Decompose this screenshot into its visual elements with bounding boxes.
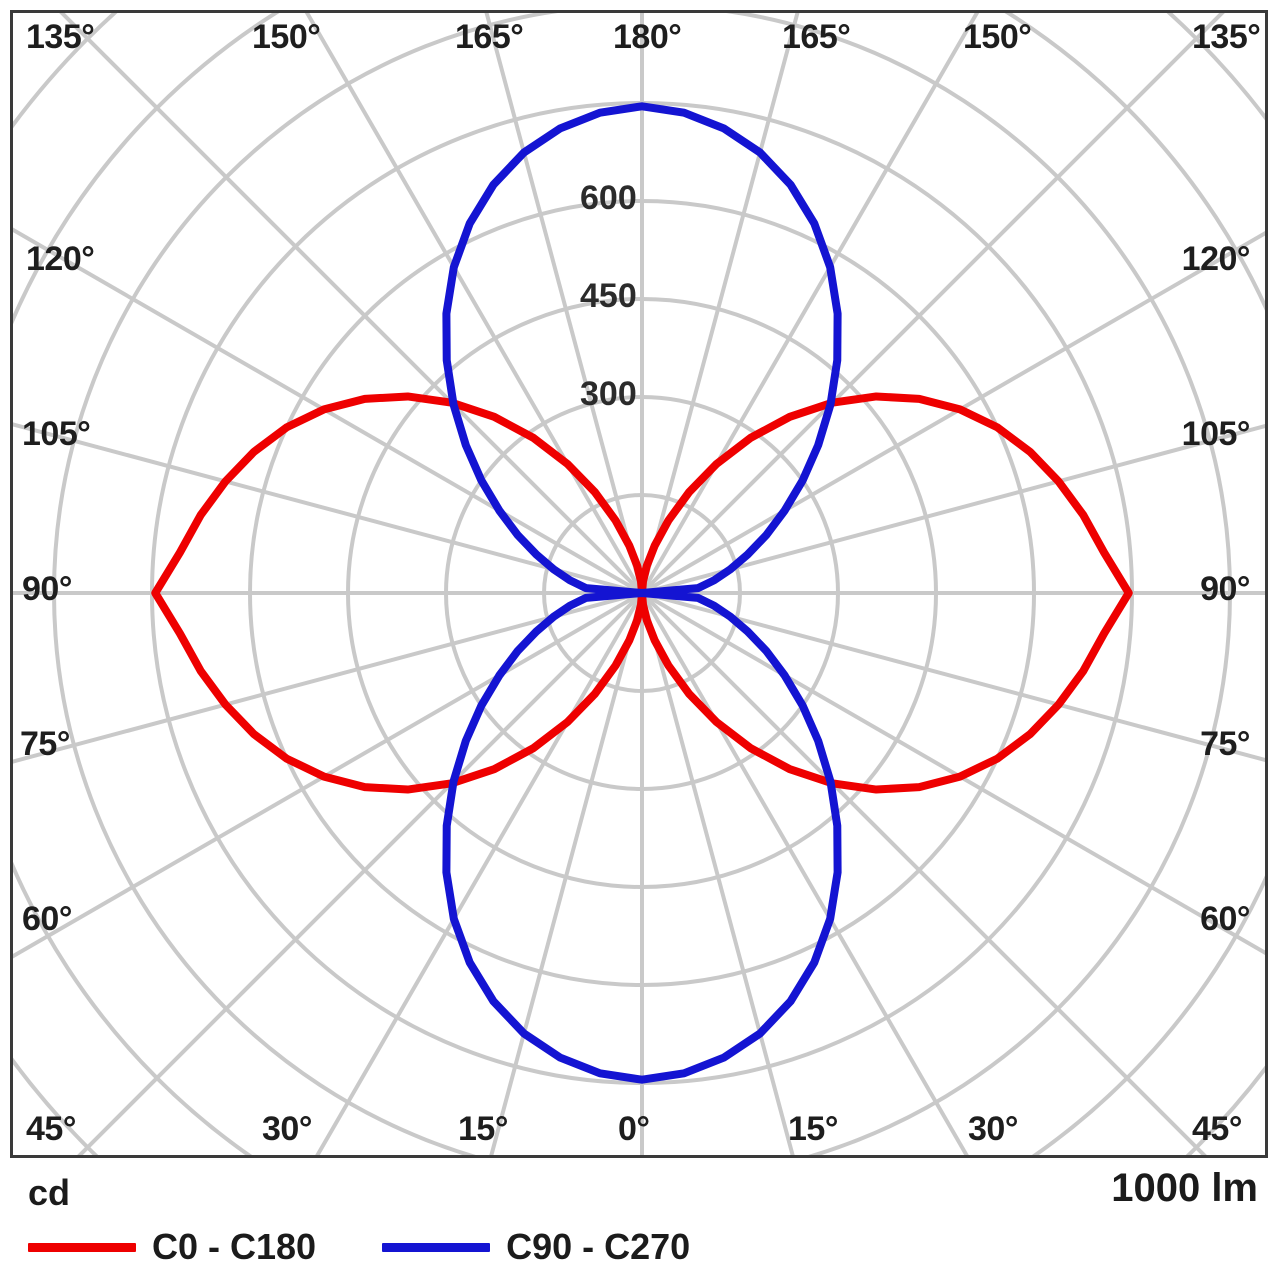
legend-swatch-red	[28, 1242, 136, 1252]
legend-item-c0-c180[interactable]: C0 - C180	[28, 1226, 316, 1268]
angle-label-top-5: 150°	[963, 18, 1032, 56]
legend-label-c90-c270: C90 - C270	[506, 1226, 691, 1267]
legend-item-c90-c270[interactable]: C90 - C270	[382, 1226, 690, 1268]
angle-label-bottom-6: 45°	[1192, 1110, 1242, 1148]
legend-swatch-blue	[382, 1242, 491, 1252]
radial-tick-label-450: 450	[580, 277, 637, 315]
angle-label-right-3: 90°	[1200, 570, 1250, 608]
angle-label-bottom-5: 30°	[968, 1110, 1018, 1148]
legend: C0 - C180 C90 - C270	[28, 1226, 756, 1268]
angle-label-left-5: 60°	[22, 900, 72, 938]
luminous-flux-label: 1000 lm	[1111, 1166, 1258, 1210]
angle-label-bottom-0: 45°	[26, 1110, 76, 1148]
chart-footer: cd 1000 lm C0 - C180 C90 - C270	[0, 1158, 1280, 1280]
angle-label-left-2: 105°	[22, 415, 91, 453]
angle-label-left-4: 75°	[20, 725, 70, 763]
angle-label-right-1: 120°	[1181, 240, 1251, 278]
radial-tick-label-300: 300	[580, 375, 637, 413]
radial-tick-label-600: 600	[580, 179, 637, 217]
unit-label-cd: cd	[28, 1172, 71, 1213]
angle-label-top-4: 165°	[782, 18, 851, 56]
angle-label-left-1: 120°	[26, 240, 95, 278]
angle-label-right-4: 75°	[1200, 725, 1250, 763]
angle-label-top-3: 180°	[613, 18, 682, 56]
legend-label-c0-c180: C0 - C180	[152, 1226, 317, 1267]
angle-label-top-0: 135°	[26, 18, 95, 56]
angle-label-right-5: 60°	[1200, 900, 1250, 938]
angle-label-bottom-2: 15°	[458, 1110, 508, 1148]
angle-label-right-2: 105°	[1181, 415, 1251, 453]
plot-frame	[10, 10, 1268, 1158]
angle-label-top-6: 135°	[1192, 18, 1261, 56]
angle-label-bottom-4: 15°	[788, 1110, 838, 1148]
angle-label-left-3: 90°	[22, 570, 72, 608]
angle-label-bottom-1: 30°	[262, 1110, 312, 1148]
angle-label-top-1: 150°	[252, 18, 321, 56]
angle-label-bottom-3: 0°	[618, 1110, 650, 1148]
angle-label-top-2: 165°	[455, 18, 524, 56]
